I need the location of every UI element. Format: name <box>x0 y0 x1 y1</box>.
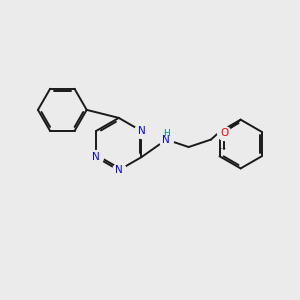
Text: methoxy: methoxy <box>221 148 227 149</box>
Text: O: O <box>220 128 228 138</box>
Text: N: N <box>163 135 170 145</box>
Text: H: H <box>163 129 170 138</box>
Text: N: N <box>115 165 123 175</box>
Text: N: N <box>92 152 100 162</box>
Text: N: N <box>138 126 145 136</box>
